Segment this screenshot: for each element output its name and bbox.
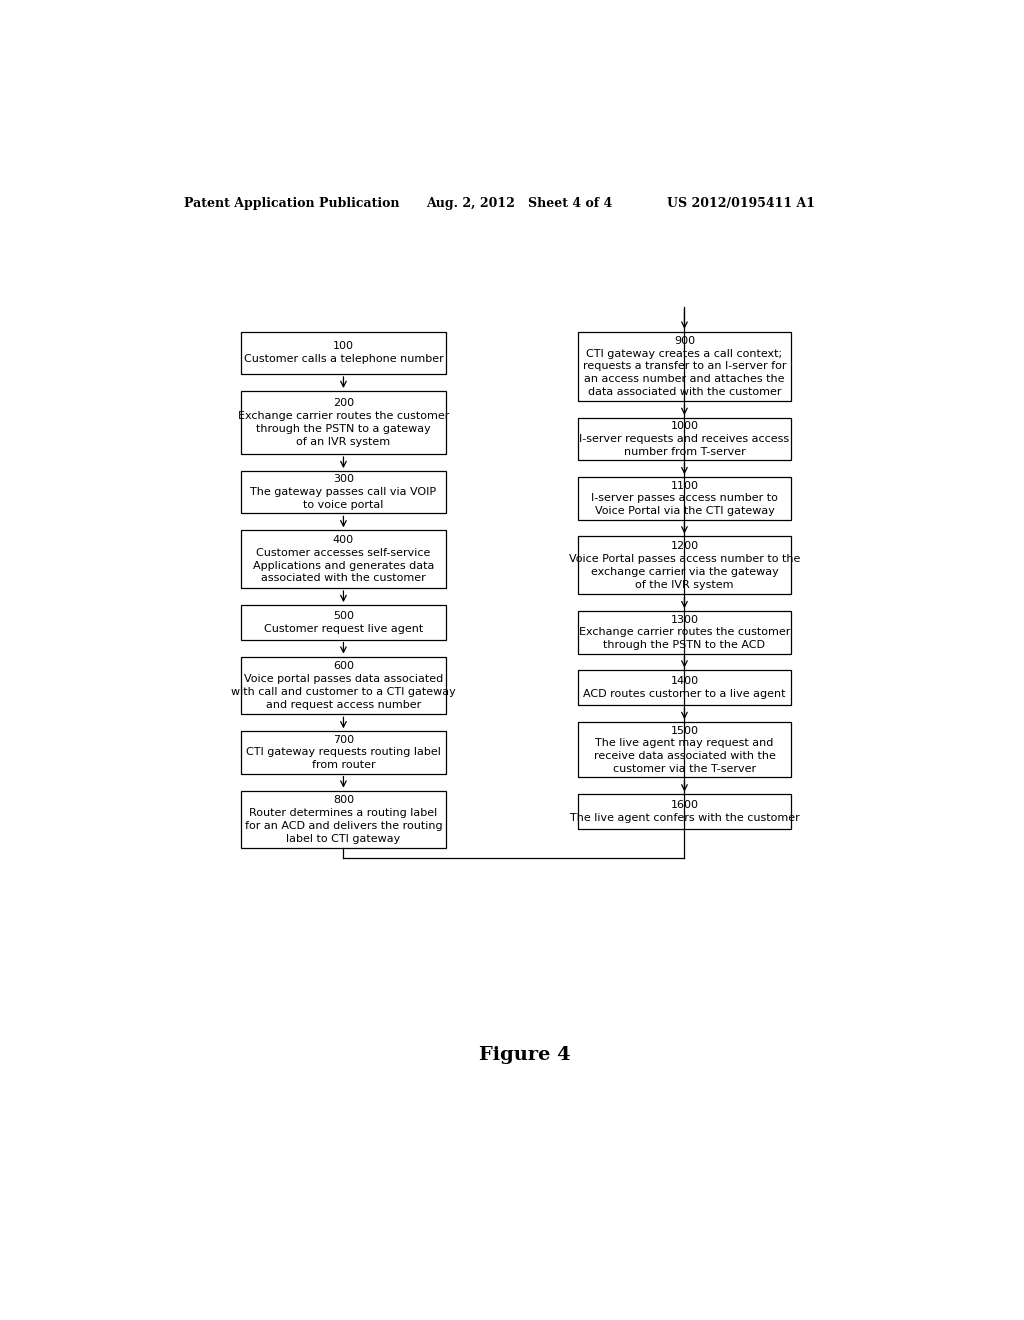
FancyBboxPatch shape	[578, 795, 791, 829]
FancyBboxPatch shape	[241, 605, 446, 640]
FancyBboxPatch shape	[241, 471, 446, 513]
FancyBboxPatch shape	[241, 656, 446, 714]
Text: US 2012/0195411 A1: US 2012/0195411 A1	[667, 197, 815, 210]
FancyBboxPatch shape	[578, 536, 791, 594]
FancyBboxPatch shape	[578, 671, 791, 705]
FancyBboxPatch shape	[241, 331, 446, 374]
Text: 1100
I-server passes access number to
Voice Portal via the CTI gateway: 1100 I-server passes access number to Vo…	[591, 480, 778, 516]
Text: 300
The gateway passes call via VOIP
to voice portal: 300 The gateway passes call via VOIP to …	[251, 474, 436, 510]
Text: Figure 4: Figure 4	[479, 1047, 570, 1064]
Text: 200
Exchange carrier routes the customer
through the PSTN to a gateway
of an IVR: 200 Exchange carrier routes the customer…	[238, 399, 450, 446]
FancyBboxPatch shape	[241, 391, 446, 454]
FancyBboxPatch shape	[578, 418, 791, 461]
Text: 1200
Voice Portal passes access number to the
exchange carrier via the gateway
o: 1200 Voice Portal passes access number t…	[568, 541, 800, 590]
FancyBboxPatch shape	[578, 611, 791, 653]
Text: 1400
ACD routes customer to a live agent: 1400 ACD routes customer to a live agent	[584, 676, 785, 700]
Text: Aug. 2, 2012   Sheet 4 of 4: Aug. 2, 2012 Sheet 4 of 4	[426, 197, 612, 210]
Text: Patent Application Publication: Patent Application Publication	[183, 197, 399, 210]
Text: 1600
The live agent confers with the customer: 1600 The live agent confers with the cus…	[569, 800, 800, 824]
FancyBboxPatch shape	[578, 331, 791, 401]
Text: 800
Router determines a routing label
for an ACD and delivers the routing
label : 800 Router determines a routing label fo…	[245, 795, 442, 843]
Text: 100
Customer calls a telephone number: 100 Customer calls a telephone number	[244, 342, 443, 364]
FancyBboxPatch shape	[241, 531, 446, 589]
Text: 1500
The live agent may request and
receive data associated with the
customer vi: 1500 The live agent may request and rece…	[594, 726, 775, 774]
FancyBboxPatch shape	[241, 791, 446, 849]
Text: 1300
Exchange carrier routes the customer
through the PSTN to the ACD: 1300 Exchange carrier routes the custome…	[579, 615, 791, 651]
Text: 900
CTI gateway creates a call context;
requests a transfer to an I-server for
a: 900 CTI gateway creates a call context; …	[583, 335, 786, 397]
Text: 500
Customer request live agent: 500 Customer request live agent	[264, 611, 423, 634]
Text: 400
Customer accesses self-service
Applications and generates data
associated wi: 400 Customer accesses self-service Appli…	[253, 535, 434, 583]
Text: 1000
I-server requests and receives access
number from T-server: 1000 I-server requests and receives acce…	[580, 421, 790, 457]
Text: 600
Voice portal passes data associated
with call and customer to a CTI gateway
: 600 Voice portal passes data associated …	[231, 661, 456, 710]
FancyBboxPatch shape	[241, 731, 446, 774]
FancyBboxPatch shape	[578, 722, 791, 777]
FancyBboxPatch shape	[578, 478, 791, 520]
Text: 700
CTI gateway requests routing label
from router: 700 CTI gateway requests routing label f…	[246, 735, 441, 771]
